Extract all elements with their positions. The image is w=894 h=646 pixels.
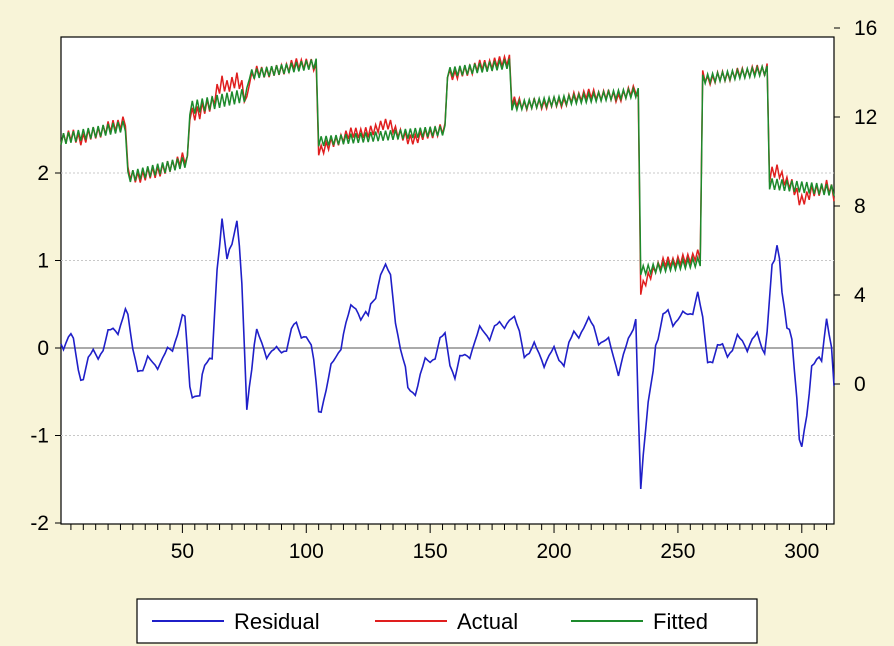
x-tick-label-250: 250: [660, 540, 695, 563]
left-tick-label-1: 1: [37, 250, 49, 273]
legend-label-residual: Residual: [234, 609, 320, 634]
legend-label-fitted: Fitted: [653, 609, 708, 634]
right-tick-label-0: 0: [854, 373, 866, 396]
series-fitted: [60, 58, 835, 278]
left-tick-label-2: 2: [37, 162, 49, 185]
x-tick-label-50: 50: [171, 540, 194, 563]
x-tick-label-200: 200: [537, 540, 572, 563]
left-tick-label--1: -1: [30, 425, 49, 448]
plot-area: [60, 36, 835, 525]
right-tick-label-4: 4: [854, 284, 866, 307]
right-tick-label-12: 12: [854, 106, 877, 129]
legend: Residual Actual Fitted: [136, 598, 758, 644]
right-tick-label-8: 8: [854, 195, 866, 218]
legend-label-actual: Actual: [457, 609, 518, 634]
x-tick-label-150: 150: [413, 540, 448, 563]
left-tick-label--2: -2: [30, 512, 49, 535]
left-tick-label-0: 0: [37, 337, 49, 360]
x-tick-label-300: 300: [784, 540, 819, 563]
series-residual: [60, 218, 835, 489]
x-tick-label-100: 100: [289, 540, 324, 563]
series-lines: [60, 53, 835, 489]
right-tick-label-16: 16: [854, 17, 877, 40]
